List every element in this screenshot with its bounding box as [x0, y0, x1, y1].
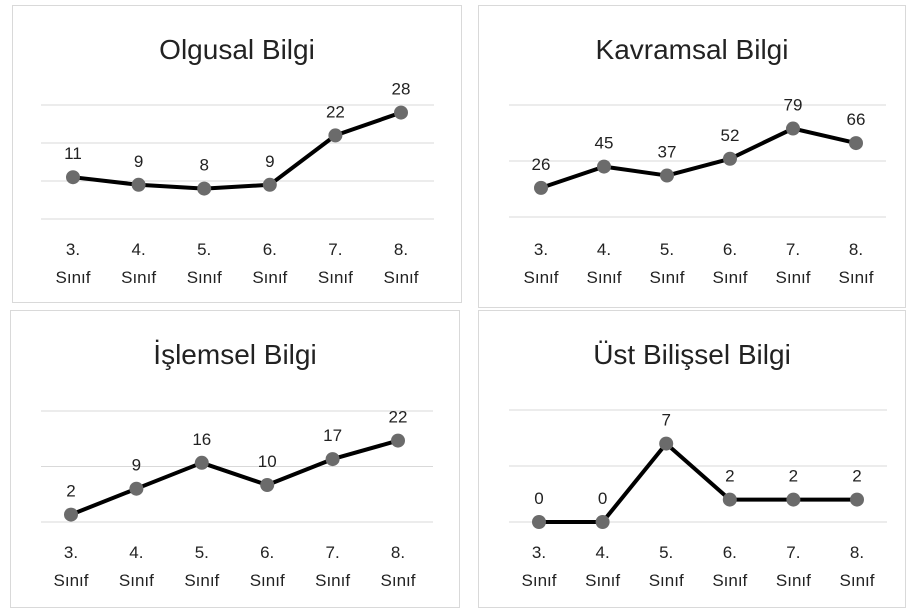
x-tick-label: 6. Sınıf — [249, 543, 285, 590]
data-label: 79 — [784, 96, 803, 115]
marker — [262, 177, 277, 192]
marker — [394, 105, 408, 120]
marker — [129, 481, 144, 496]
marker — [595, 515, 610, 529]
x-tick-label: 4. Sınıf — [586, 240, 622, 287]
chart-panel: 0 0 7 2 2 2 Üst Bilişsel Bilgi 3. Sınıf 4. Sınıf… — [478, 310, 906, 608]
plot: 26 45 37 52 79 66 — [509, 96, 886, 218]
data-label: 2 — [789, 467, 798, 486]
x-tick-label: 4. Sınıf — [121, 240, 157, 287]
x-tick-label: 5. Sınıf — [186, 240, 222, 287]
x-tick-label: 8. Sınıf — [839, 543, 875, 590]
chart-title: İşlemsel Bilgi — [153, 339, 317, 370]
x-tick-label: 6. Sınıf — [712, 543, 748, 590]
data-label: 0 — [534, 489, 543, 508]
marker — [786, 492, 801, 507]
line — [70, 438, 399, 517]
data-label: 8 — [199, 156, 208, 175]
x-tick-label: 3. Sınıf — [523, 240, 559, 287]
x-tick-label: 3. Sınıf — [53, 543, 89, 590]
marker — [325, 452, 340, 467]
data-label: 0 — [598, 489, 607, 508]
x-tick-label: 7. Sınıf — [775, 543, 811, 590]
marker — [260, 478, 275, 492]
plot: 2 9 16 10 17 22 — [41, 408, 433, 523]
marker — [391, 433, 405, 448]
data-label: 37 — [658, 143, 677, 162]
marker — [850, 492, 864, 507]
marker — [722, 492, 737, 507]
x-tick-label: 6. Sınıf — [712, 240, 748, 287]
data-label: 2 — [66, 482, 75, 501]
chart-panel: 26 45 37 52 79 66 Kavramsal Bilgi 3. Sınıf 4. Sı… — [478, 5, 906, 308]
data-label: 22 — [326, 102, 345, 121]
chart-panel: 11 9 8 9 22 28 Olgusal Bilgi 3. Sınıf 4. Sınıf 5.… — [12, 5, 462, 303]
marker — [597, 159, 611, 174]
x-tick-label: 6. Sınıf — [252, 240, 288, 287]
plot: 11 9 8 9 22 28 — [41, 80, 434, 220]
plot: 0 0 7 2 2 2 — [509, 409, 887, 529]
chart-title: Olgusal Bilgi — [159, 34, 315, 65]
data-label: 10 — [258, 452, 277, 471]
x-tick-label: 5. Sınıf — [649, 240, 685, 287]
chart-panel: 2 9 16 10 17 22 İşlemsel Bilgi 3. Sınıf 4. Sınıf… — [10, 310, 460, 608]
x-tick-label: 8. Sınıf — [838, 240, 874, 287]
x-tick-label: 8. Sınıf — [380, 543, 416, 590]
data-label: 11 — [64, 144, 82, 163]
data-label: 26 — [532, 155, 551, 174]
marker — [532, 515, 546, 529]
data-label: 16 — [192, 430, 211, 449]
marker — [328, 128, 343, 143]
x-tick-label: 8. Sınıf — [383, 240, 419, 287]
chart-title: Üst Bilişsel Bilgi — [593, 339, 791, 370]
marker — [131, 177, 146, 192]
marker — [659, 436, 674, 451]
x-tick-label: 5. Sınıf — [184, 543, 220, 590]
data-label: 28 — [392, 80, 411, 99]
marker — [66, 170, 80, 185]
data-label: 52 — [721, 126, 740, 145]
data-label: 9 — [265, 152, 274, 171]
marker — [194, 455, 209, 470]
line — [72, 110, 402, 191]
x-tick-label: 4. Sınıf — [118, 543, 154, 590]
marker — [723, 151, 737, 166]
x-tick-label: 7. Sınıf — [315, 543, 351, 590]
data-label: 7 — [661, 411, 670, 430]
x-tick-label: 5. Sınıf — [648, 543, 684, 590]
marker — [197, 181, 212, 196]
data-label: 45 — [595, 134, 614, 153]
marker — [534, 180, 548, 195]
data-label: 17 — [323, 426, 342, 445]
line — [539, 441, 857, 524]
marker — [660, 168, 674, 183]
data-label: 9 — [132, 456, 141, 475]
x-tick-label: 3. Sınıf — [521, 543, 557, 590]
marker — [849, 136, 863, 151]
x-tick-label: 7. Sınıf — [775, 240, 811, 287]
data-label: 22 — [389, 408, 408, 427]
marker — [64, 507, 78, 522]
x-tick-label: 3. Sınıf — [55, 240, 91, 287]
data-label: 9 — [134, 152, 143, 171]
x-tick-label: 7. Sınıf — [317, 240, 353, 287]
data-label: 66 — [847, 110, 866, 129]
marker — [786, 121, 800, 136]
line — [540, 126, 857, 190]
data-label: 2 — [725, 467, 734, 486]
chart-title: Kavramsal Bilgi — [595, 34, 789, 65]
x-tick-label: 4. Sınıf — [585, 543, 621, 590]
data-label: 2 — [852, 467, 861, 486]
